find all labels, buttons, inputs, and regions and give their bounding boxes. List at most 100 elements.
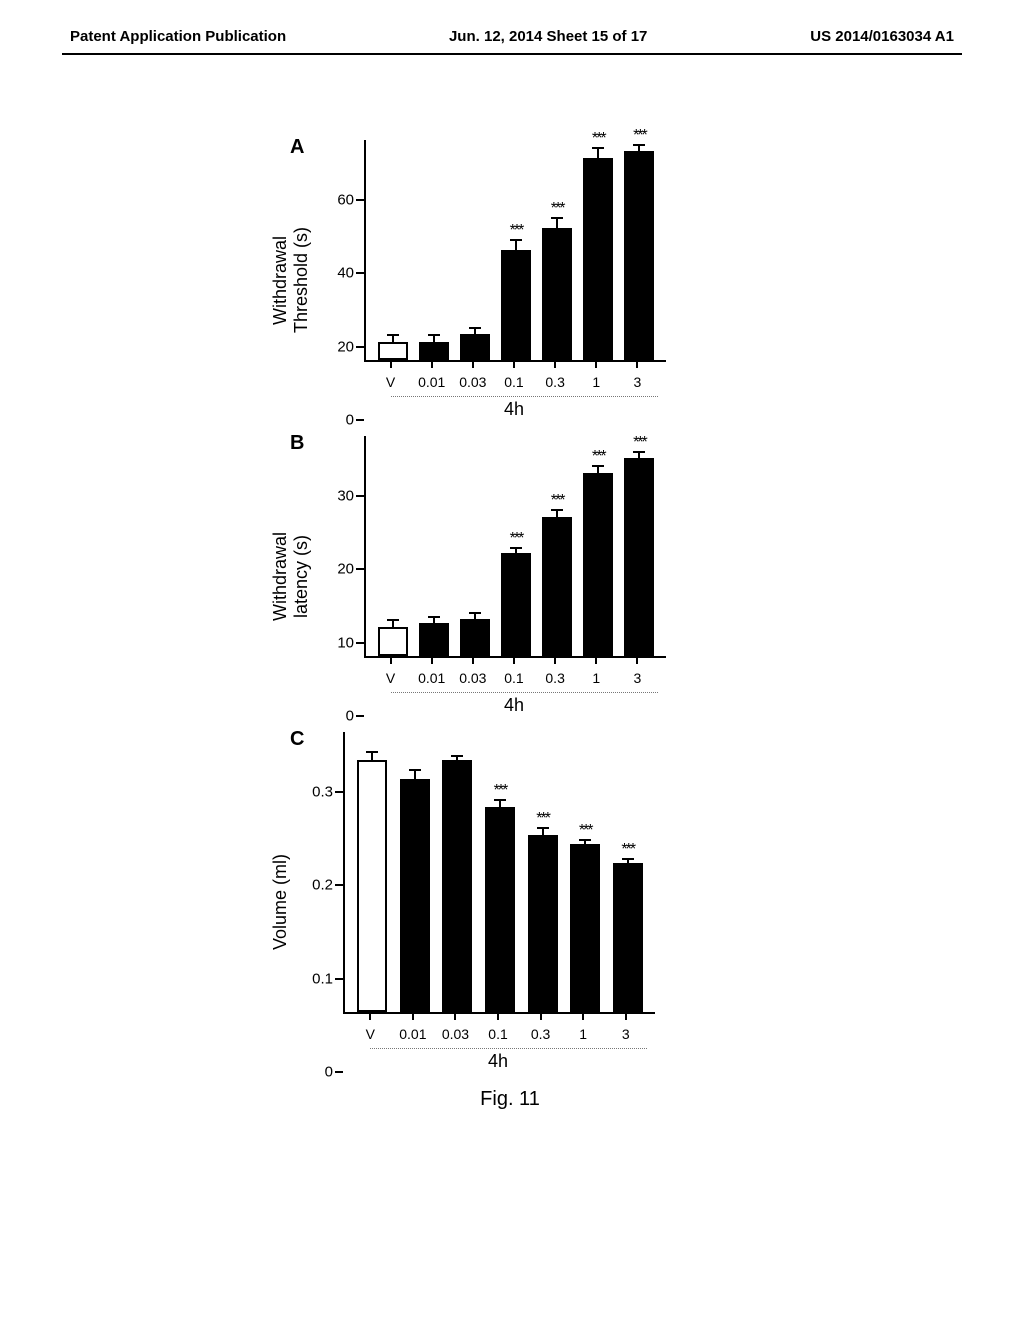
significance-marker: ***	[633, 128, 646, 142]
y-tick-label: 10	[337, 634, 354, 651]
x-tick-mark	[454, 1014, 456, 1020]
panel-label: A	[290, 136, 304, 159]
x-tick-label: 1	[576, 670, 617, 686]
error-bar	[433, 616, 435, 623]
x-tick-label: 0.1	[493, 670, 534, 686]
x-tick-marks	[364, 658, 664, 666]
bar	[570, 844, 600, 1012]
y-tick-label: 60	[337, 192, 354, 209]
x-tick-label: 0.3	[535, 670, 576, 686]
bars-group: ************	[366, 140, 666, 360]
x-tick-label: 0.1	[477, 1026, 520, 1042]
x-tick-label: 0.01	[392, 1026, 435, 1042]
error-bar	[392, 334, 394, 341]
bar	[419, 623, 449, 656]
bar	[400, 779, 430, 1012]
bar-slot	[436, 739, 479, 1012]
bar	[419, 342, 449, 360]
bar-slot: ***	[537, 201, 578, 360]
y-axis: 00.10.20.3	[295, 792, 343, 1072]
y-axis-label: WithdrawalThreshold (s)	[270, 170, 312, 390]
bar	[485, 807, 515, 1012]
bar-slot	[454, 311, 495, 360]
y-axis: 0102030	[316, 496, 364, 716]
y-tick-mark	[356, 272, 364, 274]
y-tick-label: 40	[337, 265, 354, 282]
x-tick-mark	[390, 658, 392, 664]
significance-marker: ***	[510, 531, 523, 545]
chart-panel-A: AWithdrawalThreshold (s)0204060*********…	[270, 140, 750, 420]
bar-slot	[394, 753, 437, 1012]
bar-slot	[372, 318, 413, 360]
bar-slot	[454, 596, 495, 656]
significance-marker: ***	[592, 131, 605, 145]
significance-marker: ***	[633, 435, 646, 449]
x-tick-mark	[595, 362, 597, 368]
bar-slot	[413, 600, 454, 656]
x-tick-marks	[343, 1014, 653, 1022]
header-rule	[62, 53, 962, 55]
error-bar	[499, 799, 501, 806]
bar	[624, 151, 654, 360]
y-tick-label: 0	[346, 708, 354, 725]
x-tick-mark	[369, 1014, 371, 1020]
error-bar	[556, 217, 558, 228]
error-bar	[474, 327, 476, 334]
x-tick-mark	[472, 362, 474, 368]
page: Patent Application Publication Jun. 12, …	[0, 0, 1024, 1320]
x-tick-label: 1	[562, 1026, 605, 1042]
x-tick-mark	[513, 362, 515, 368]
time-label: 4h	[343, 1051, 653, 1072]
figure-caption: Fig. 11	[270, 1088, 750, 1111]
x-tick-label: V	[349, 1026, 392, 1042]
x-tick-label: 0.03	[452, 374, 493, 390]
x-tick-mark	[497, 1014, 499, 1020]
bar-slot: ***	[495, 531, 536, 656]
x-tick-label: 0.3	[519, 1026, 562, 1042]
bar-slot: ***	[619, 128, 660, 360]
x-tick-marks	[364, 362, 664, 370]
error-bar	[556, 509, 558, 516]
significance-marker: ***	[510, 223, 523, 237]
error-bar	[474, 612, 476, 619]
bar	[501, 553, 531, 656]
y-tick-mark	[356, 199, 364, 201]
bar	[542, 517, 572, 656]
time-label: 4h	[364, 399, 664, 420]
bar-slot: ***	[619, 435, 660, 656]
plot-row: Withdrawallatency (s)0102030************…	[270, 436, 750, 716]
plot-row: Volume (ml)00.10.20.3************V0.010.…	[270, 732, 750, 1072]
x-tick-mark	[540, 1014, 542, 1020]
y-tick-label: 20	[337, 561, 354, 578]
x-tick-label: 0.1	[493, 374, 534, 390]
bar	[378, 627, 408, 656]
y-axis: 0204060	[316, 200, 364, 420]
y-tick-mark	[356, 642, 364, 644]
significance-marker: ***	[592, 449, 605, 463]
bar	[460, 619, 490, 656]
plot-column: ************V0.010.030.10.3134h	[364, 140, 666, 420]
error-bar	[542, 827, 544, 834]
bar-slot: ***	[578, 449, 619, 656]
bar-slot: ***	[606, 842, 649, 1012]
error-bar	[515, 547, 517, 553]
bars-group: ************	[366, 436, 666, 656]
x-tick-mark	[625, 1014, 627, 1020]
y-tick-label: 0.1	[312, 970, 333, 987]
plot-area: ************	[364, 140, 666, 362]
bar	[583, 158, 613, 360]
y-tick-mark	[356, 495, 364, 497]
header-right: US 2014/0163034 A1	[810, 28, 954, 45]
bar-slot: ***	[479, 783, 522, 1012]
x-tick-mark	[431, 362, 433, 368]
bar	[460, 334, 490, 360]
error-bar	[392, 619, 394, 626]
y-axis-label: Withdrawallatency (s)	[270, 466, 312, 686]
x-tick-label: 3	[617, 374, 658, 390]
bar	[542, 228, 572, 360]
bar-slot	[351, 735, 394, 1012]
bar-slot	[372, 603, 413, 656]
bar	[583, 473, 613, 656]
plot-column: ************V0.010.030.10.3134h	[364, 436, 666, 716]
y-tick-label: 20	[337, 338, 354, 355]
